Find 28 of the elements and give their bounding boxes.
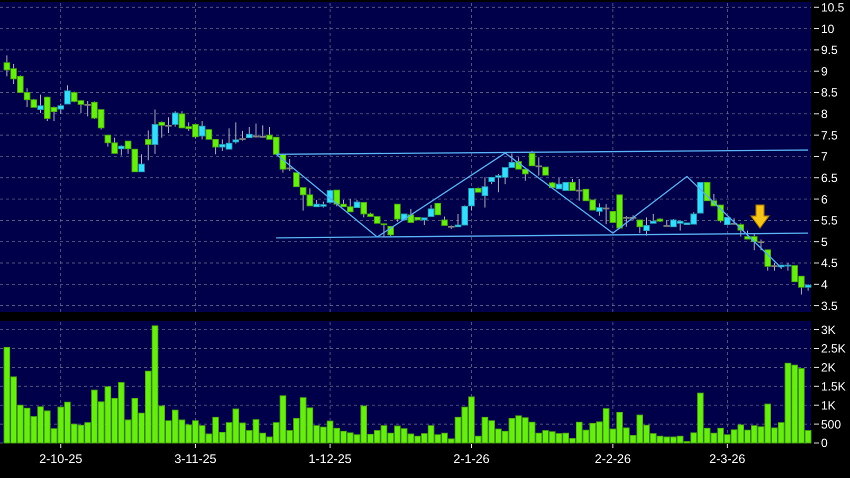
- y-tick-label: 2.5K: [821, 342, 846, 356]
- y-tick-label: 10.5: [821, 0, 845, 14]
- x-tick-label: 2-3-26: [709, 452, 746, 466]
- y-tick-label: 7.5: [821, 128, 838, 142]
- y-tick-label: 8.5: [821, 86, 838, 100]
- y-tick-label: 500: [821, 417, 842, 432]
- x-tick-label: 2-10-25: [39, 452, 82, 466]
- y-tick-label: 8: [821, 107, 828, 122]
- x-tick-label: 2-1-26: [453, 452, 490, 466]
- y-tick-label: 1K: [821, 398, 836, 412]
- y-tick-label: 5: [821, 234, 828, 249]
- y-tick-label: 4: [821, 277, 828, 292]
- y-tick-label: 0: [821, 436, 828, 450]
- y-tick-label: 2K: [821, 360, 836, 375]
- y-tick-label: 7: [821, 150, 828, 164]
- x-tick-label: 1-12-25: [308, 452, 352, 466]
- y-tick-label: 1.5K: [821, 379, 846, 394]
- y-tick-label: 5.5: [821, 214, 838, 228]
- x-tick-label: 3-11-25: [174, 452, 217, 466]
- y-tick-label: 6.5: [821, 170, 838, 185]
- y-tick-label: 10: [821, 22, 835, 36]
- y-tick-label: 3.5: [821, 298, 838, 313]
- y-tick-label: 4.5: [821, 256, 838, 270]
- y-tick-label: 9: [821, 64, 828, 78]
- y-tick-label: 9.5: [821, 43, 838, 58]
- x-tick-label: 2-2-26: [594, 452, 631, 466]
- y-tick-label: 3K: [821, 322, 836, 337]
- y-tick-label: 6: [821, 192, 828, 206]
